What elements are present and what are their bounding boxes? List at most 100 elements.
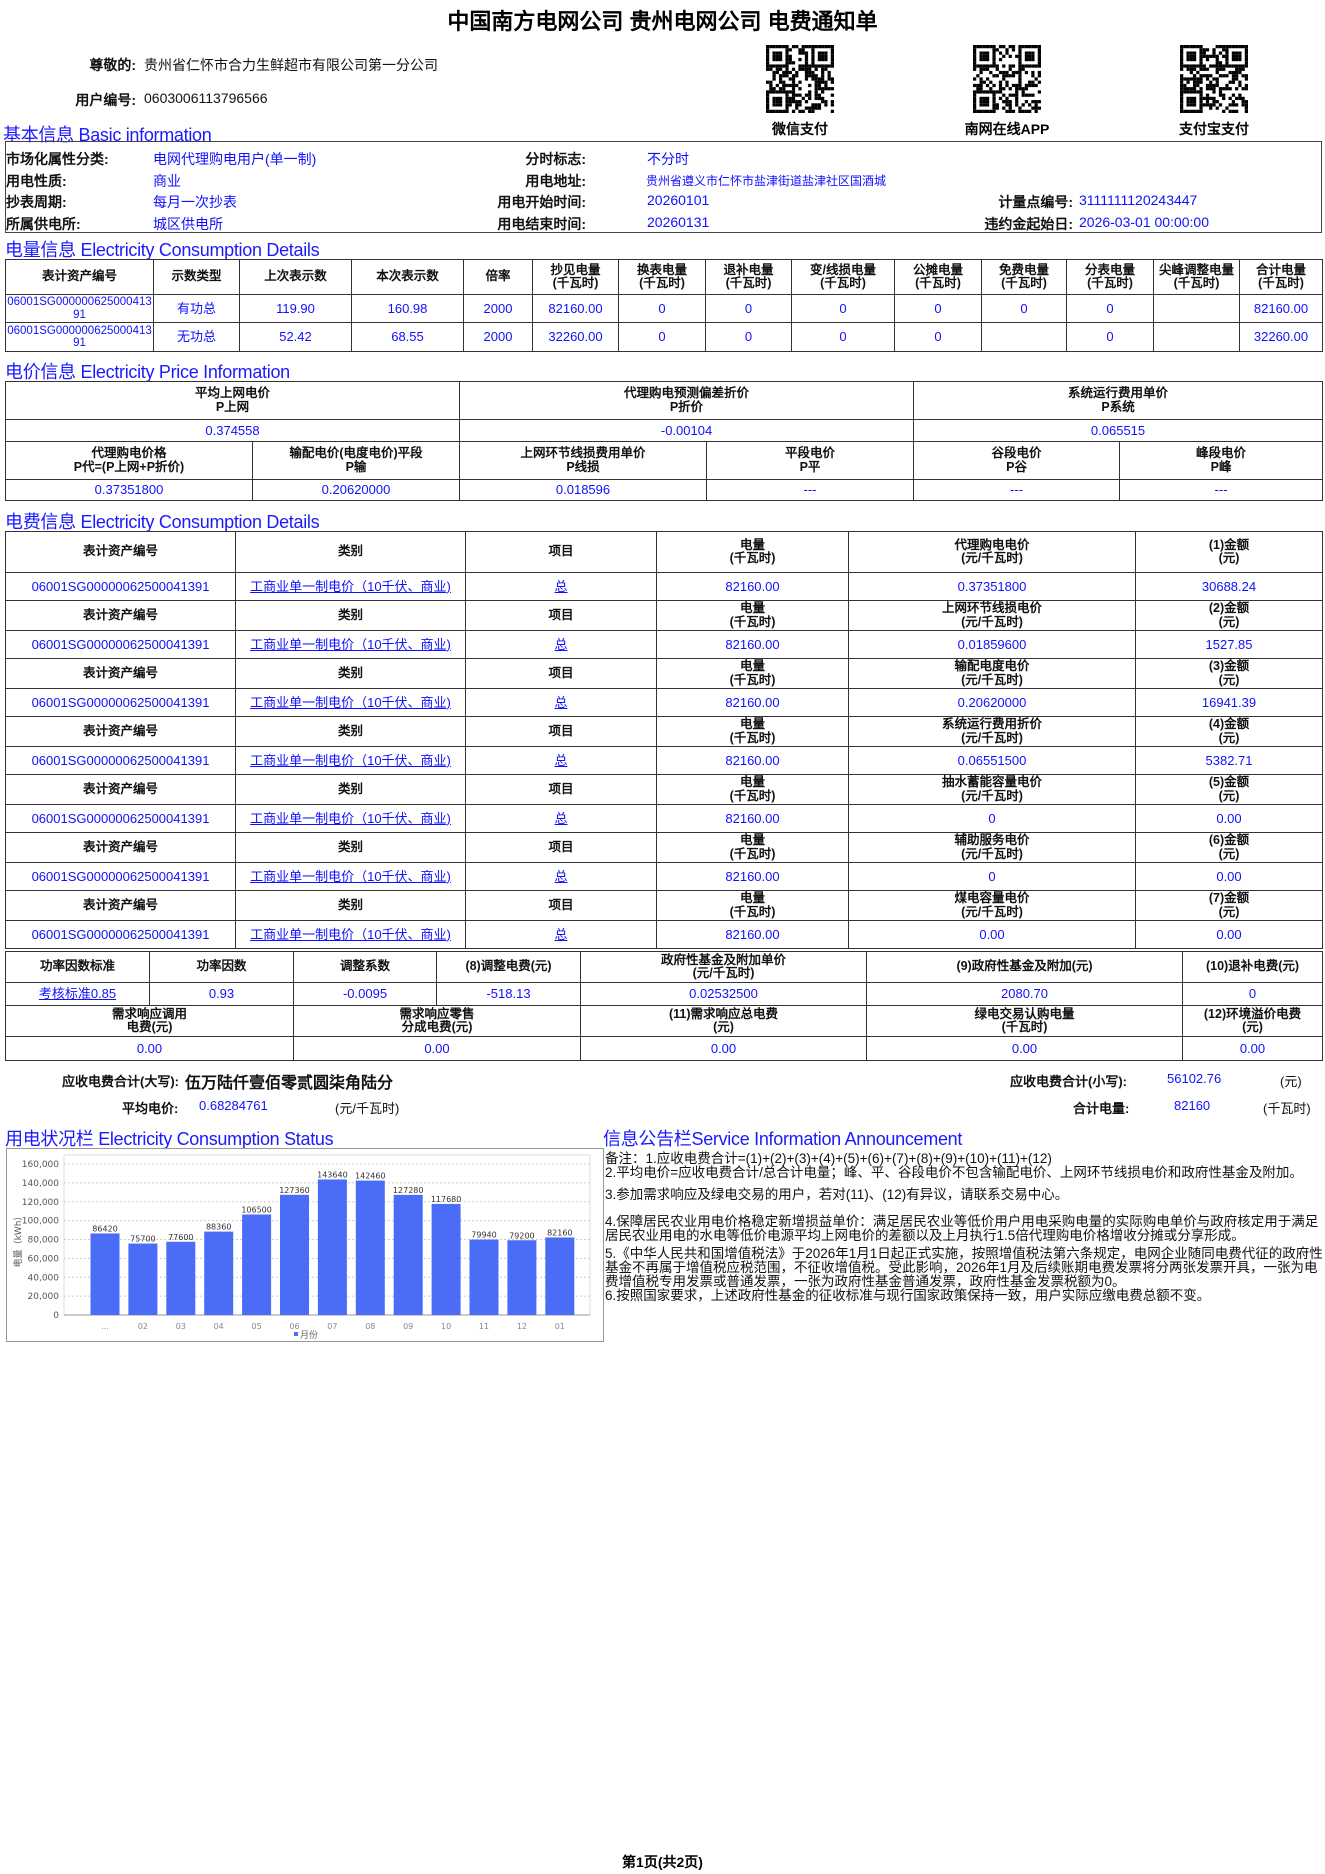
total-upper-label: 应收电费合计(大写): bbox=[62, 1074, 179, 1089]
x-tick-label: 07 bbox=[327, 1322, 337, 1331]
fee-header: 代理购电电价 (元/千瓦时) bbox=[848, 531, 1136, 573]
bar-value-label: 88360 bbox=[206, 1223, 231, 1232]
qr-code-icon bbox=[973, 45, 1041, 113]
column-header: 变/线损电量 (千瓦时) bbox=[791, 259, 895, 295]
announcement-line: 4.保障居民农业用电价格稳定新增损益单价：满足居民农业等低价用户用电采购电量的实… bbox=[605, 1213, 1319, 1243]
meter-asset-link[interactable]: 06001SG00000062500041391 bbox=[5, 862, 236, 891]
table-cell: 0 bbox=[705, 322, 792, 352]
x-tick-label: 09 bbox=[403, 1322, 413, 1331]
bar bbox=[317, 1179, 347, 1315]
table-cell: 0 bbox=[618, 322, 706, 352]
fee-value: 0.93 bbox=[149, 982, 294, 1006]
meter-asset-link[interactable]: 06001SG00000062500041391 bbox=[5, 746, 236, 775]
announcement-line: 备注：1.应收电费合计=(1)+(2)+(3)+(4)+(5)+(6)+(7)+… bbox=[605, 1151, 1052, 1166]
y-tick-label: 20,000 bbox=[28, 1292, 60, 1302]
meter-asset-link[interactable]: 06001SG00000062500041391 bbox=[5, 294, 154, 323]
fee-header: 绿电交易认购电量 (千瓦时) bbox=[866, 1005, 1183, 1037]
category-link[interactable]: 工商业单一制电价（10千伏、商业) bbox=[235, 572, 466, 601]
user-no-label: 用户编号: bbox=[75, 92, 136, 108]
price-header: 谷段电价 P谷 bbox=[913, 441, 1121, 480]
fee-value: 82160.00 bbox=[656, 630, 849, 659]
table-row: 06001SG00000062500041391 工商业单一制电价（10千伏、商业… bbox=[5, 688, 1323, 717]
price-table: 平均上网电价 P上网 代理购电预测偏差折价 P折价 系统运行费用单价 P系统 0.37… bbox=[4, 381, 1324, 501]
item-link[interactable]: 总 bbox=[465, 804, 657, 833]
end-label: 用电结束时间: bbox=[497, 216, 586, 232]
total-lower-label: 应收电费合计(小写): bbox=[1010, 1074, 1127, 1089]
bar bbox=[166, 1241, 196, 1315]
fee-header: 项目 bbox=[465, 774, 657, 805]
fee-header: (7)金额 (元) bbox=[1135, 890, 1323, 921]
fee-header: 需求响应零售 分成电费(元) bbox=[293, 1005, 581, 1037]
table-cell: 82160.00 bbox=[1239, 294, 1323, 323]
meter-asset-link[interactable]: 06001SG00000062500041391 bbox=[5, 688, 236, 717]
bar-value-label: 86420 bbox=[92, 1224, 117, 1233]
y-tick-label: 140,000 bbox=[22, 1179, 59, 1189]
category-link[interactable]: 工商业单一制电价（10千伏、商业) bbox=[235, 920, 466, 949]
x-tick-label: 03 bbox=[176, 1322, 186, 1331]
fee-value: 82160.00 bbox=[656, 862, 849, 891]
column-header: 示数类型 bbox=[153, 259, 240, 295]
price-header: 代理购电价格 P代=(P上网+P折价) bbox=[5, 441, 253, 480]
meter-asset-link[interactable]: 06001SG00000062500041391 bbox=[5, 920, 236, 949]
fee-value: 0.00 bbox=[848, 920, 1136, 949]
fee-value: 82160.00 bbox=[656, 804, 849, 833]
price-value: --- bbox=[1119, 479, 1324, 501]
fee-header: 输配电度电价 (元/千瓦时) bbox=[848, 658, 1136, 689]
meter-asset-link[interactable]: 06001SG00000062500041391 bbox=[5, 630, 236, 659]
column-header: 表计资产编号 bbox=[5, 259, 154, 295]
x-tick-label: 02 bbox=[138, 1322, 148, 1331]
meter-asset-link[interactable]: 06001SG00000062500041391 bbox=[5, 322, 154, 352]
item-link[interactable]: 总 bbox=[465, 862, 657, 891]
bar bbox=[355, 1180, 385, 1315]
station-label: 所属供电所: bbox=[6, 216, 81, 232]
fee-value: 0 bbox=[1182, 982, 1323, 1006]
pf-standard-link[interactable]: 考核标准0.85 bbox=[5, 982, 150, 1006]
category-link[interactable]: 工商业单一制电价（10千伏、商业) bbox=[235, 804, 466, 833]
table-row: 需求响应调用 电费(元) 需求响应零售 分成电费(元) (11)需求响应总电费 (元… bbox=[5, 1005, 1323, 1037]
meter-asset-link[interactable]: 06001SG00000062500041391 bbox=[5, 804, 236, 833]
nature-value: 商业 bbox=[153, 173, 181, 189]
x-tick-label: 04 bbox=[214, 1322, 224, 1331]
price-value: 0.018596 bbox=[459, 479, 708, 501]
bar bbox=[242, 1214, 272, 1315]
meter-asset-link[interactable]: 06001SG00000062500041391 bbox=[5, 572, 236, 601]
table-cell bbox=[1153, 322, 1240, 352]
item-link[interactable]: 总 bbox=[465, 920, 657, 949]
category-link[interactable]: 工商业单一制电价（10千伏、商业) bbox=[235, 630, 466, 659]
fee-header: (2)金额 (元) bbox=[1135, 600, 1323, 631]
item-link[interactable]: 总 bbox=[465, 746, 657, 775]
total-upper: 伍万陆仟壹佰零贰圆柒角陆分 bbox=[185, 1075, 394, 1092]
fee-header: 表计资产编号 bbox=[5, 531, 236, 573]
bar bbox=[393, 1194, 423, 1315]
consumption-table: 表计资产编号 示数类型 上次表示数 本次表示数 倍率 抄见电量 (千瓦时) 换表电量 (千瓦… bbox=[5, 259, 1323, 352]
page-number: 第1页(共2页) bbox=[622, 1854, 703, 1870]
column-header: 换表电量 (千瓦时) bbox=[618, 259, 706, 295]
table-cell[interactable]: 有功总 bbox=[153, 294, 240, 323]
basic-info-title: 基本信息 Basic information bbox=[3, 125, 212, 145]
x-tick-label: 06 bbox=[289, 1322, 299, 1331]
end-value: 20260131 bbox=[647, 214, 710, 230]
item-link[interactable]: 总 bbox=[465, 688, 657, 717]
price-value: 0.065515 bbox=[913, 419, 1324, 442]
item-link[interactable]: 总 bbox=[465, 630, 657, 659]
total-lower: 56102.76 bbox=[1167, 1071, 1222, 1086]
fee-header: 功率因数 bbox=[149, 951, 294, 983]
x-tick-label: 08 bbox=[365, 1322, 375, 1331]
category-link[interactable]: 工商业单一制电价（10千伏、商业) bbox=[235, 746, 466, 775]
price-value: 0.37351800 bbox=[5, 479, 253, 501]
category-link[interactable]: 工商业单一制电价（10千伏、商业) bbox=[235, 688, 466, 717]
fee-header: 项目 bbox=[465, 832, 657, 863]
category-link[interactable]: 工商业单一制电价（10千伏、商业) bbox=[235, 862, 466, 891]
bar-value-label: 127360 bbox=[279, 1186, 310, 1195]
table-cell[interactable]: 无功总 bbox=[153, 322, 240, 352]
qr-code-icon bbox=[766, 45, 834, 113]
fee-header: 电量 (千瓦时) bbox=[656, 600, 849, 631]
fee-header: 类别 bbox=[235, 890, 466, 921]
avg-price-unit: (元/千瓦时) bbox=[335, 1101, 400, 1116]
fee-value: 0.01859600 bbox=[848, 630, 1136, 659]
item-link[interactable]: 总 bbox=[465, 572, 657, 601]
table-cell: 52.42 bbox=[239, 322, 352, 352]
fee-value: 0 bbox=[848, 804, 1136, 833]
table-row: 考核标准0.85 0.93 -0.0095 -518.13 0.02532500 2080… bbox=[5, 982, 1323, 1006]
fee-header: 功率因数标准 bbox=[5, 951, 150, 983]
